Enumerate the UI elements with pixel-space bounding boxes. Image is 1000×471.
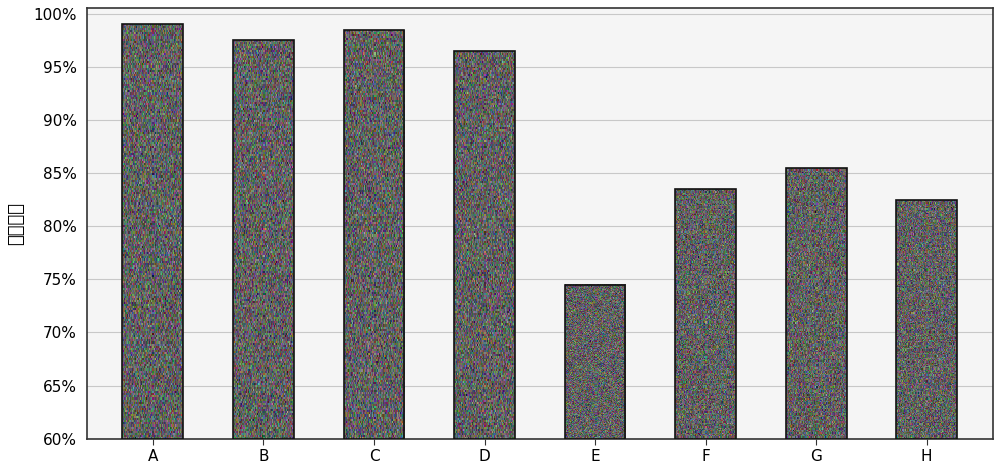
Y-axis label: 活细胞率: 活细胞率 <box>7 202 25 245</box>
Bar <box>675 189 736 439</box>
Bar <box>122 24 183 439</box>
Bar <box>233 41 294 439</box>
Bar <box>454 51 515 439</box>
Bar <box>786 168 847 439</box>
Bar <box>896 200 957 439</box>
Bar <box>565 284 625 439</box>
Bar <box>344 30 404 439</box>
